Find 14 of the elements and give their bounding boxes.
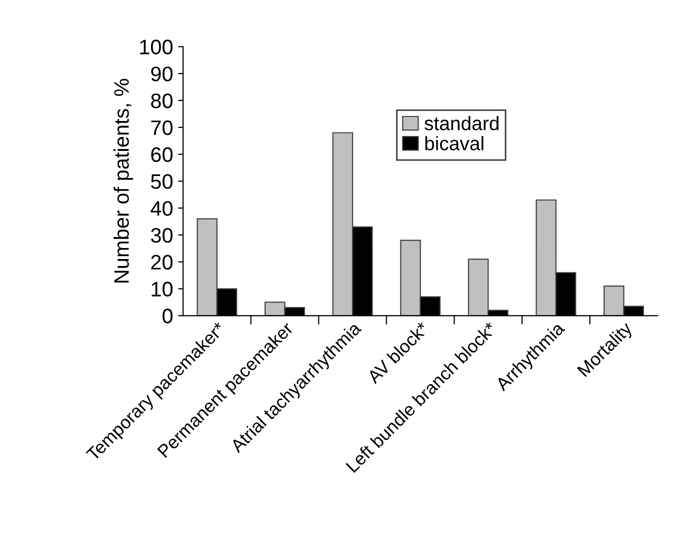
legend-label: standard [424,116,498,130]
y-tick-label: 70 [151,120,173,136]
y-axis-title: Number of patients, % [114,78,134,283]
y-tick-label: 50 [151,174,173,189]
y-tick-label: 20 [151,254,173,270]
y-tick-label: 60 [151,147,173,162]
y-tick-label: 100 [140,40,173,54]
y-tick-label: 10 [152,282,173,297]
y-tick-label: 80 [151,93,173,108]
y-tick-label: 90 [151,66,173,82]
y-tick-label: 30 [150,228,173,243]
y-tick-label: 0 [162,308,173,324]
legend-label: bicaval [425,136,484,150]
y-tick-label: 40 [150,201,173,216]
